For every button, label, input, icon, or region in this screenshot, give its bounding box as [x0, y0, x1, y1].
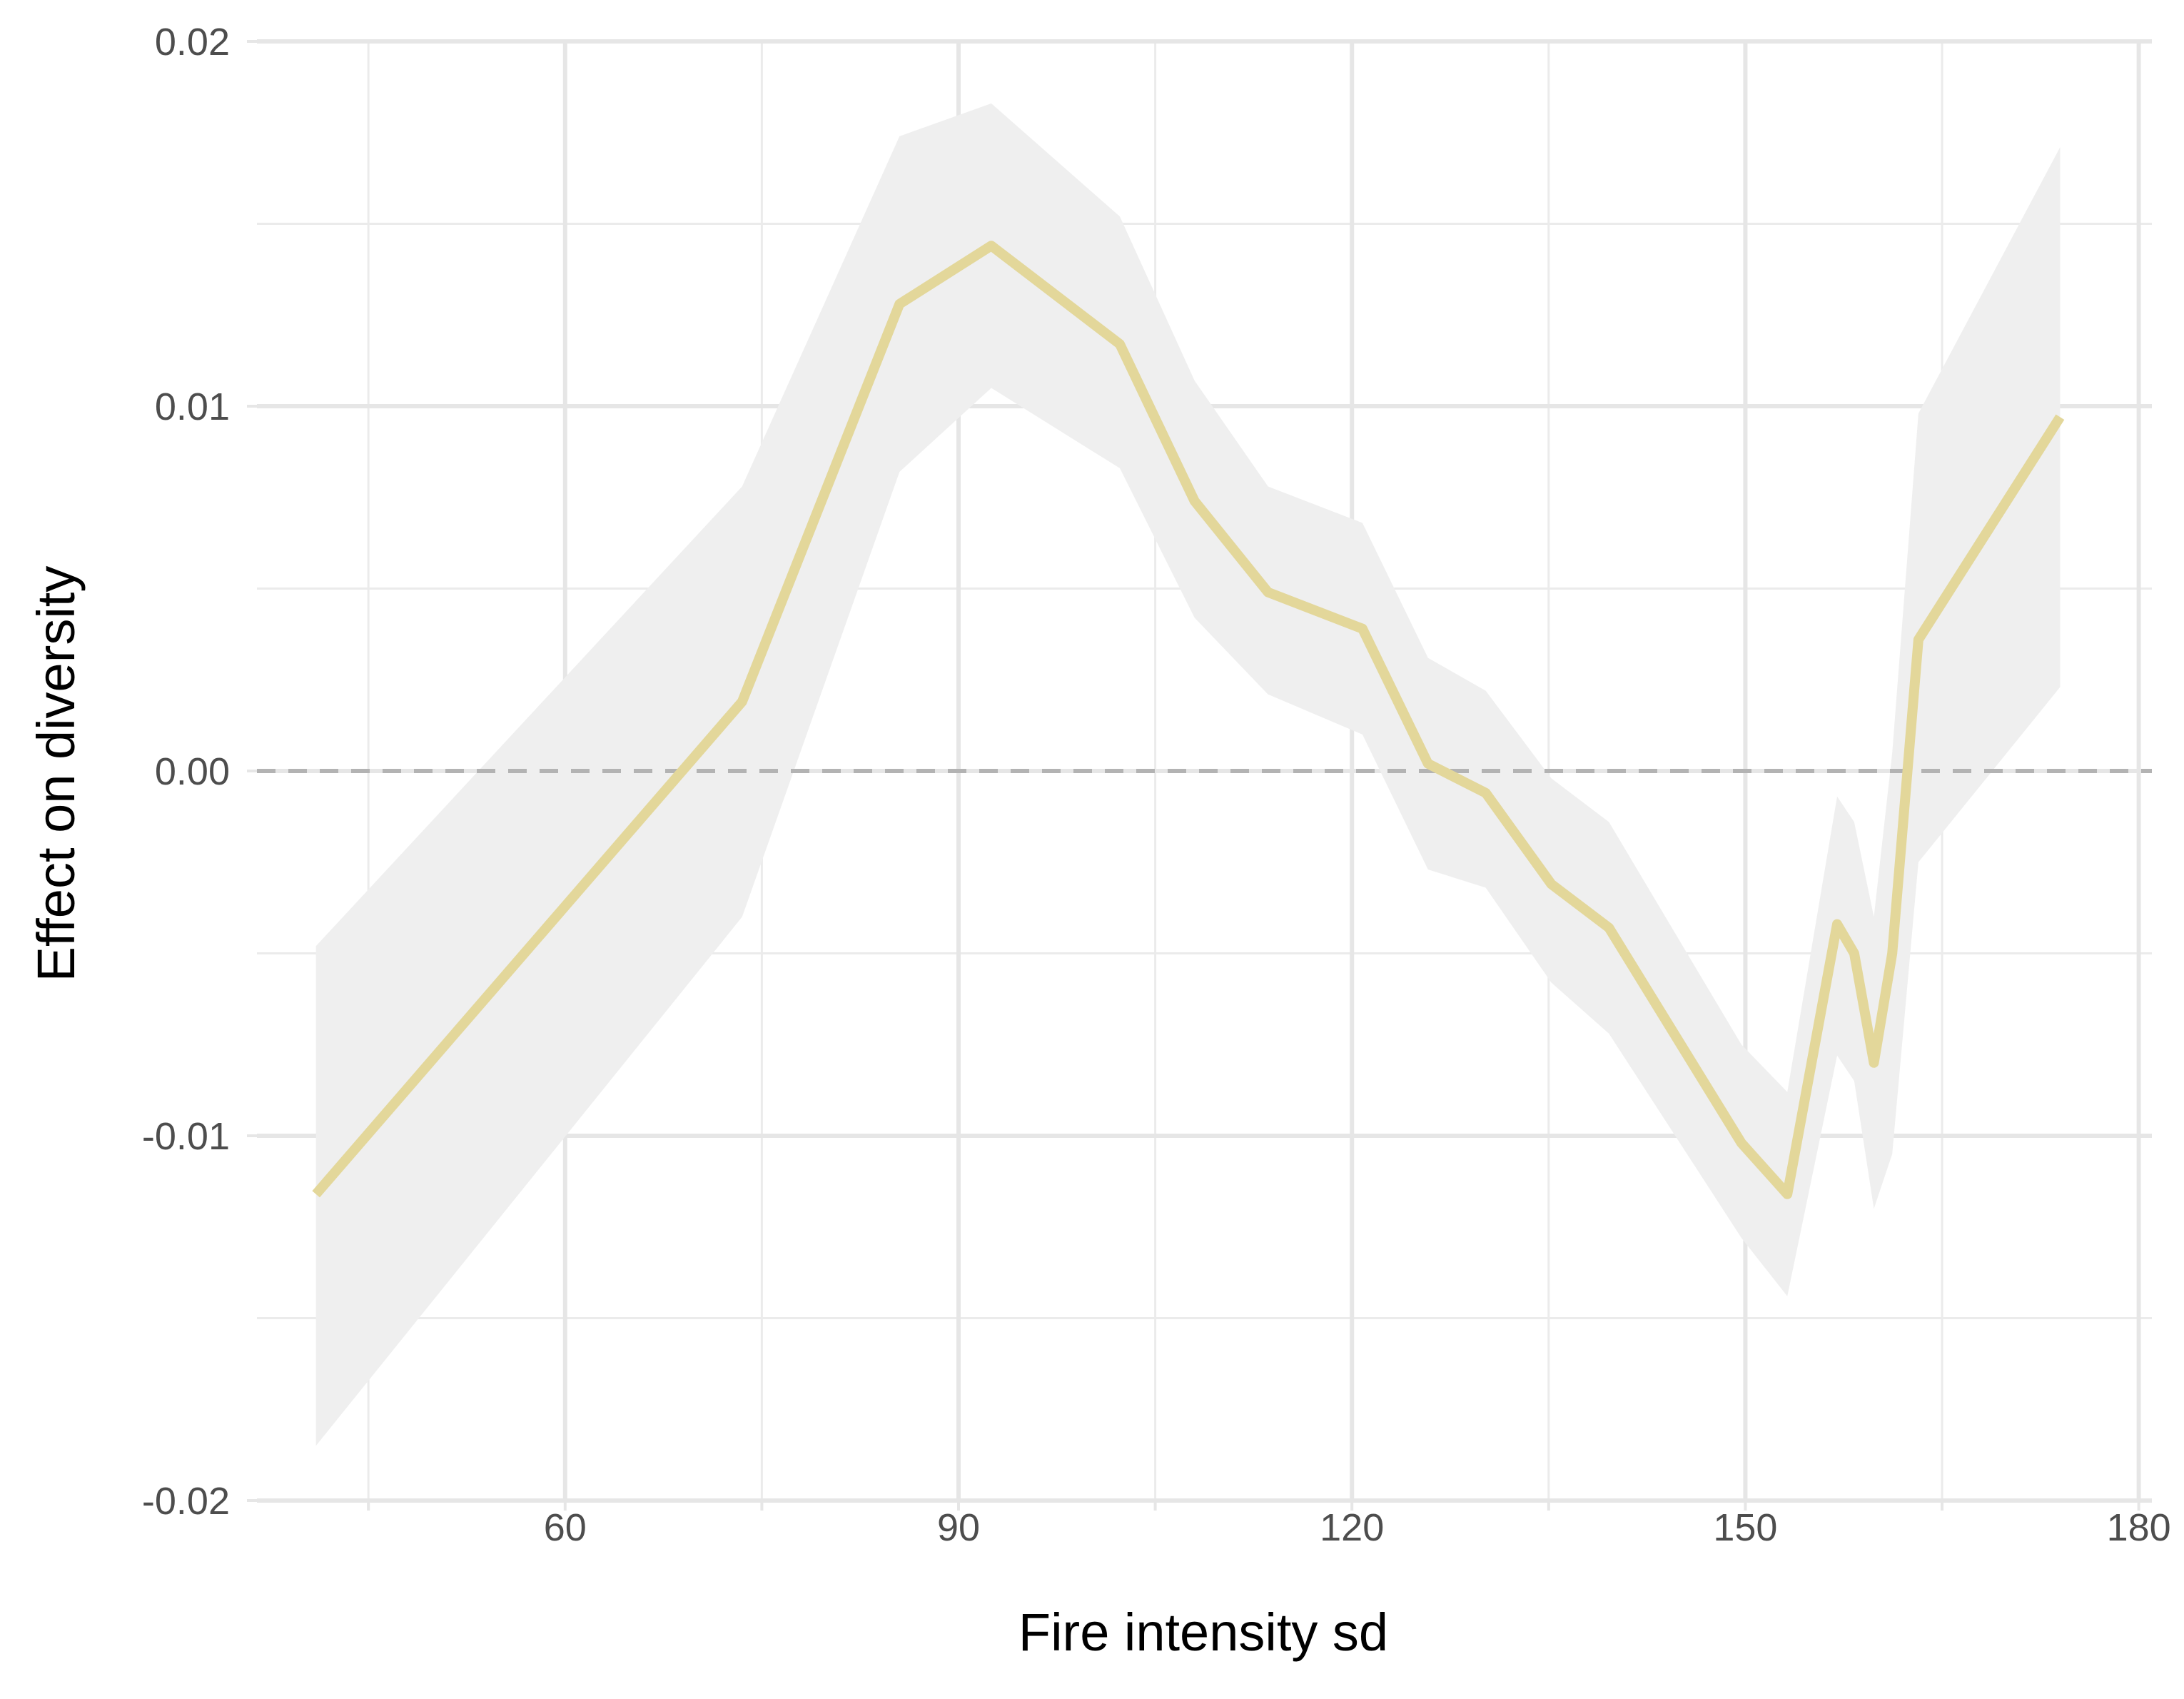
x-tick-label: 150 — [1713, 1506, 1777, 1549]
confidence-band-layer — [315, 103, 2061, 1446]
y-tick-label: 0.02 — [155, 21, 230, 64]
x-tick-label: 120 — [1320, 1506, 1384, 1549]
x-tick-label: 180 — [2107, 1506, 2171, 1549]
x-tick-label: 60 — [544, 1506, 587, 1549]
x-tick-label: 90 — [937, 1506, 980, 1549]
y-tick-label: -0.02 — [142, 1480, 230, 1523]
series-line-layer — [312, 241, 2065, 1199]
x-axis-title: Fire intensity sd — [1018, 1603, 1388, 1662]
y-tick-label: 0.00 — [155, 750, 230, 793]
series-line — [312, 241, 2065, 1199]
y-tick-label: 0.01 — [155, 385, 230, 428]
y-tick-label: -0.01 — [142, 1115, 230, 1158]
y-axis-title: Effect on diversity — [26, 566, 86, 982]
tick-label-layer: 60 90 120 150 180 -0.02 -0.01 0.00 0.01 0.02 — [142, 21, 2171, 1549]
confidence-band — [315, 103, 2061, 1446]
